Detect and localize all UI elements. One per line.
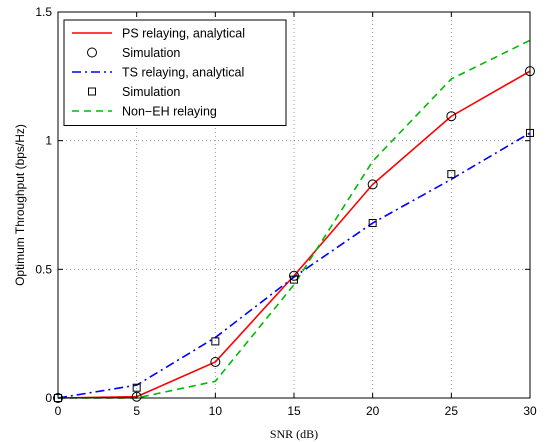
data-point-circle	[210, 356, 221, 367]
y-tick-label: 1.5	[35, 5, 52, 19]
axis-ticks: 0 5 10 15 20 25 30 0 0.5 1 1.5	[35, 5, 537, 418]
series-line	[57, 132, 531, 399]
legend-swatch-circle	[87, 47, 97, 58]
y-tick-label: 0	[45, 391, 52, 405]
x-tick-label: 25	[445, 404, 459, 418]
data-point-square	[368, 219, 377, 228]
legend-label: PS relaying, analytical	[122, 27, 245, 41]
y-tick-label: 1	[45, 134, 52, 148]
x-tick-label: 15	[287, 404, 301, 418]
data-point-circle	[446, 111, 457, 122]
data-point-square	[211, 337, 220, 346]
x-tick-label: 20	[366, 404, 380, 418]
data-point-square	[132, 383, 141, 392]
legend-swatch-square	[88, 87, 96, 96]
x-tick-label: 5	[133, 404, 140, 418]
data-point-square	[447, 170, 456, 179]
legend-label: TS relaying, analytical	[122, 66, 244, 80]
x-axis-label: SNR (dB)	[270, 427, 318, 441]
y-axis-label: Optimum Throughput (bps/Hz)	[13, 124, 27, 286]
x-tick-label: 30	[523, 404, 537, 418]
legend: PS relaying, analytical Simulation TS rela…	[63, 19, 287, 126]
legend-label: Simulation	[122, 46, 180, 60]
data-point-circle	[367, 179, 378, 190]
data-point-circle	[289, 270, 299, 281]
x-tick-label: 0	[55, 404, 62, 418]
data-point-circle	[131, 391, 142, 402]
data-point-square	[290, 275, 298, 284]
x-tick-label: 10	[209, 404, 223, 418]
legend-label: Non−EH relaying	[122, 105, 217, 119]
legend-box	[63, 19, 287, 126]
legend-label: Simulation	[122, 85, 180, 99]
y-tick-label: 0.5	[35, 262, 52, 276]
